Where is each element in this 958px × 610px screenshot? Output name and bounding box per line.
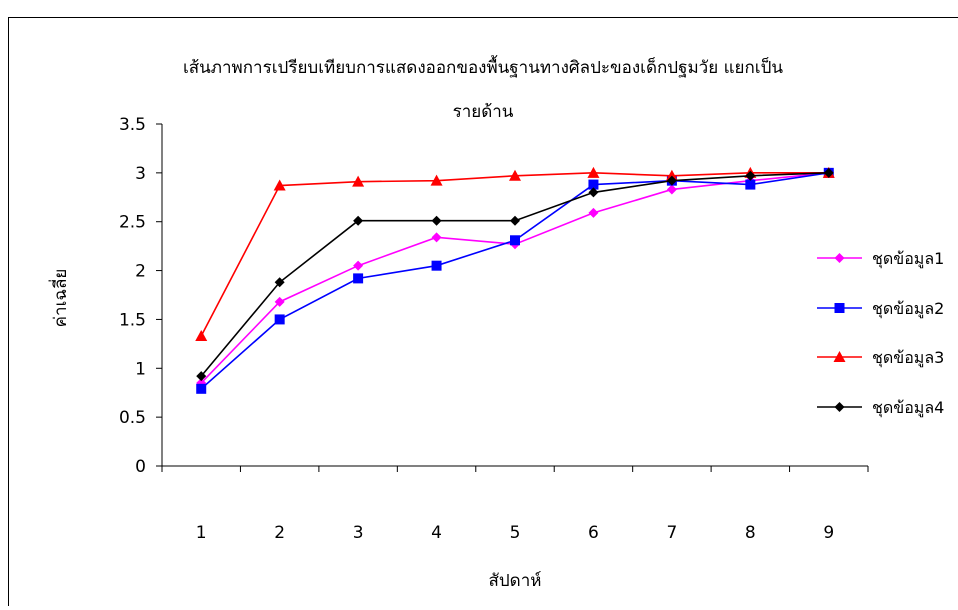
x-tick-label: 4: [431, 523, 442, 543]
legend-marker: [835, 303, 845, 313]
y-tick-label: 2.5: [119, 213, 146, 233]
data-point: [745, 180, 755, 190]
y-tick-label: 1: [135, 359, 146, 379]
legend-label: ชุดข้อมูล3: [872, 348, 944, 368]
y-axis-label: ค่าเฉลี่ย: [48, 269, 71, 328]
x-axis-label: สัปดาห์: [489, 571, 542, 591]
chart-title-line1: เส้นภาพการเปรียบเทียบการแสดงออกของพื้นฐา…: [183, 55, 783, 78]
x-tick-label: 1: [196, 523, 207, 543]
y-tick-label: 2: [135, 262, 146, 282]
chart-title-line2: รายด้าน: [453, 102, 514, 122]
data-point: [432, 261, 442, 271]
x-tick-label: 9: [823, 523, 834, 543]
data-point: [510, 235, 520, 245]
y-tick-label: 3.5: [119, 115, 146, 135]
y-tick-label: 1.5: [119, 310, 146, 330]
x-tick-label: 6: [588, 523, 599, 543]
data-point: [353, 273, 363, 283]
x-tick-label: 2: [274, 523, 285, 543]
y-tick-label: 3: [135, 164, 146, 184]
y-tick-label: 0: [135, 457, 146, 477]
x-tick-label: 8: [745, 523, 756, 543]
legend-label: ชุดข้อมูล2: [872, 299, 944, 319]
legend-label: ชุดข้อมูล4: [872, 398, 944, 418]
data-point: [275, 314, 285, 324]
x-tick-label: 3: [353, 523, 364, 543]
data-point: [196, 384, 206, 394]
x-tick-label: 5: [510, 523, 521, 543]
x-tick-label: 7: [666, 523, 677, 543]
legend-label: ชุดข้อมูล1: [872, 249, 944, 269]
y-tick-label: 0.5: [119, 408, 146, 428]
